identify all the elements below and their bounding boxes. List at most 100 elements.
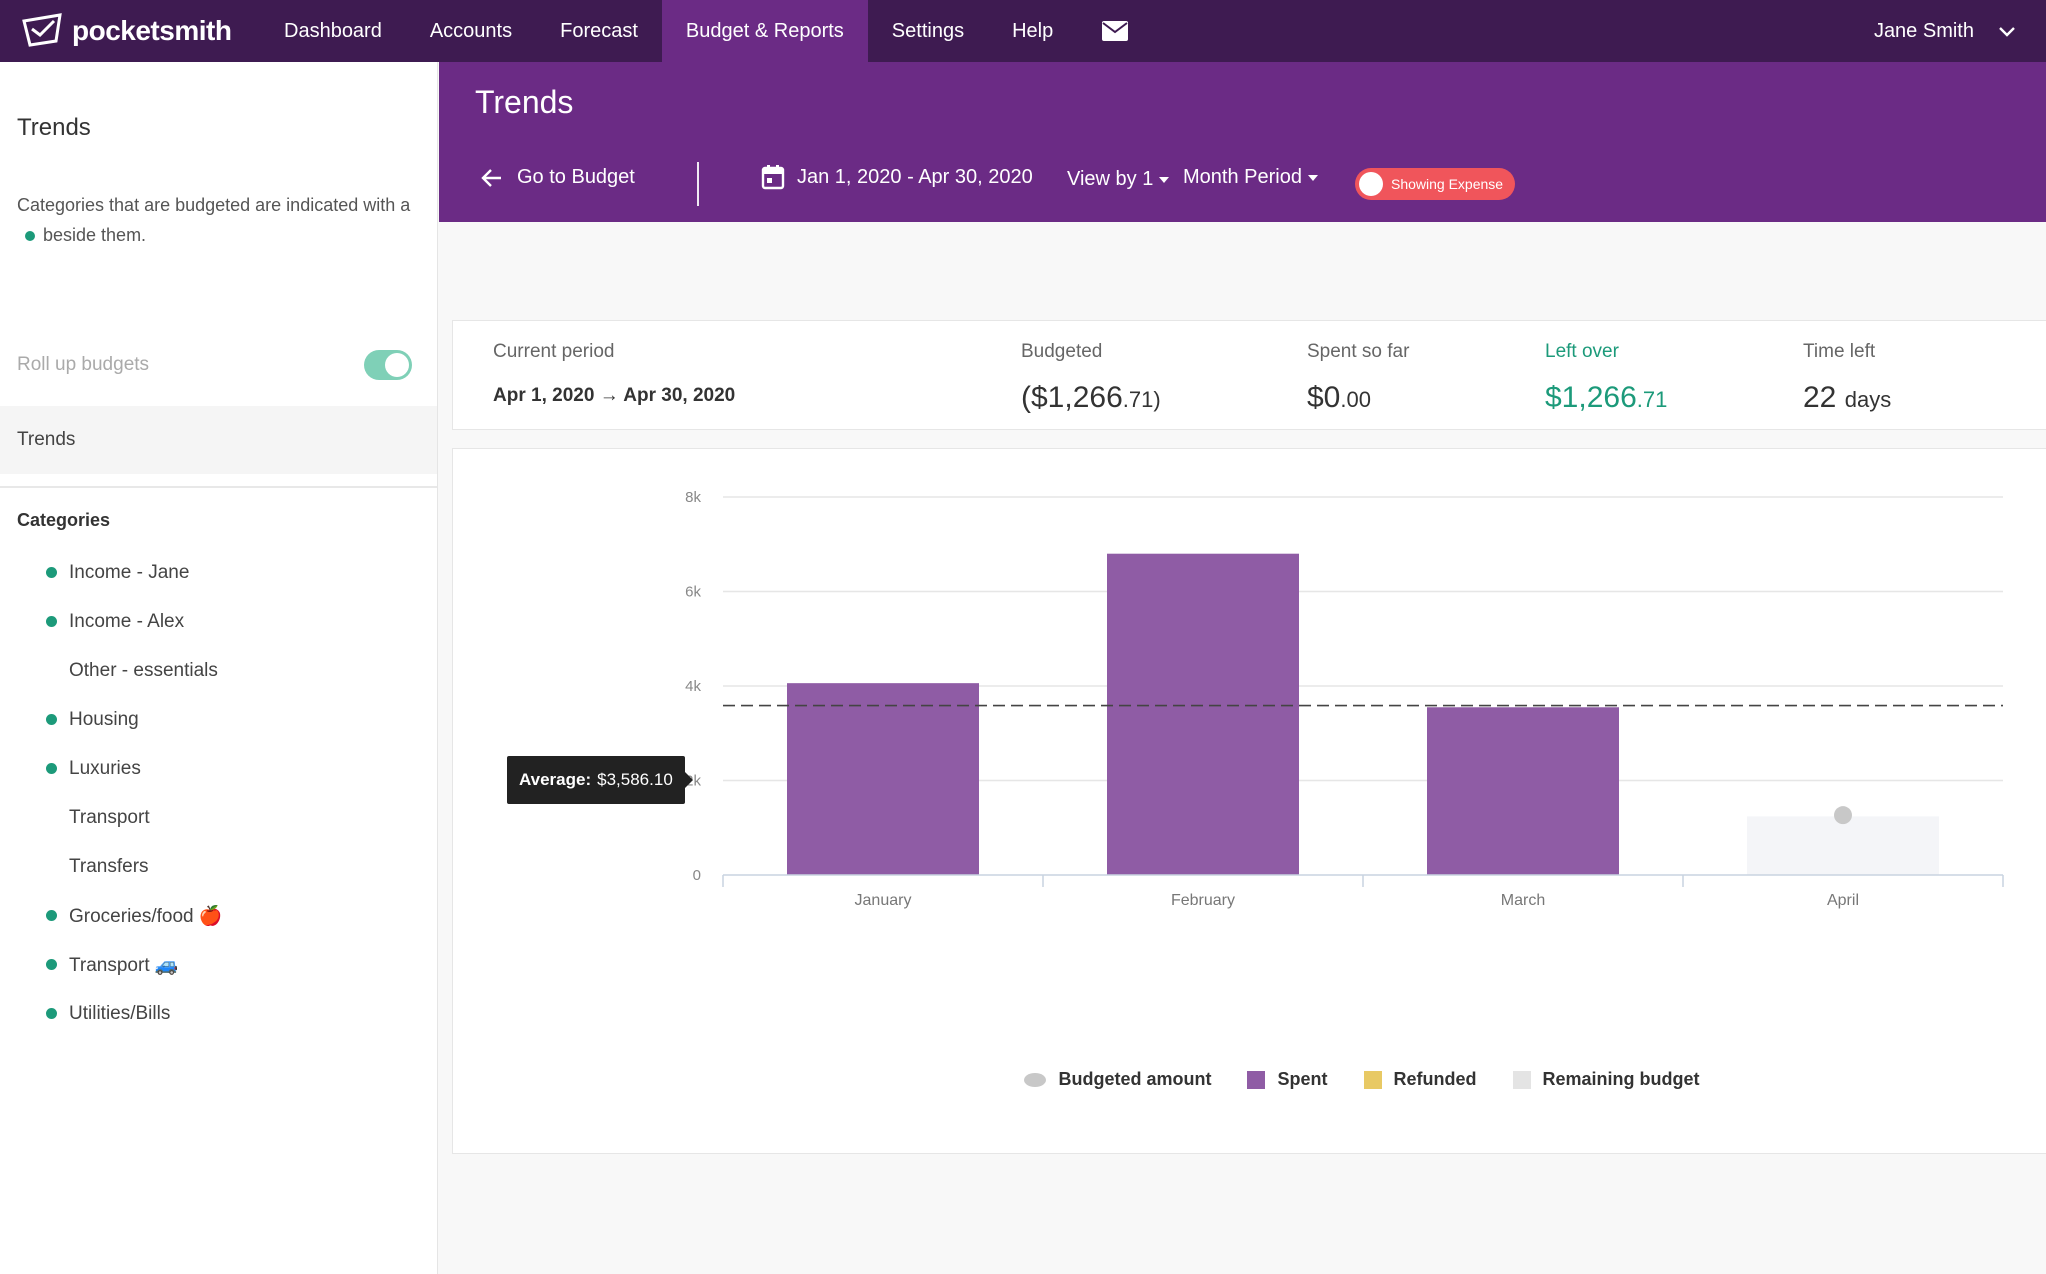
leftover-amount: $1,266	[1545, 381, 1637, 414]
date-range-text: Jan 1, 2020 - Apr 30, 2020	[797, 165, 1033, 188]
legend-item[interactable]: Remaining budget	[1512, 1069, 1700, 1090]
top-nav: pocketsmith Dashboard Accounts Forecast …	[0, 0, 2046, 62]
caret-down-icon	[1159, 176, 1170, 183]
nav-accounts[interactable]: Accounts	[429, 19, 513, 42]
average-tooltip-value: $3,586.10	[597, 770, 673, 789]
budgeted-dot-icon	[46, 714, 57, 725]
period-end: Apr 30, 2020	[623, 385, 736, 406]
category-item[interactable]: Income - Alex	[46, 597, 223, 646]
caret-down-icon	[1307, 174, 1318, 181]
category-label: Transport 🚙	[69, 954, 179, 976]
mail-button[interactable]	[1077, 0, 1153, 62]
category-item[interactable]: Groceries/food 🍎	[46, 891, 223, 940]
sidebar-desc-text: Categories that are budgeted are indicat…	[17, 195, 411, 215]
sidebar: Trends Categories that are budgeted are …	[0, 62, 438, 1274]
category-list: Income - Jane Income - Alex Other - essent…	[46, 548, 223, 1038]
nav-settings[interactable]: Settings	[891, 19, 965, 42]
period-label: Month Period	[1183, 166, 1302, 188]
time-left-number: 22	[1803, 381, 1837, 414]
trends-chart-panel: 0 2k 4k 6k 8k January February March April Avera…	[452, 448, 2046, 1154]
calendar-icon	[761, 165, 785, 190]
average-tooltip-label: Average:	[519, 770, 592, 789]
chevron-down-icon	[1999, 27, 2015, 37]
arrow-right-icon: →	[599, 385, 619, 406]
period-dropdown[interactable]: Month Period	[1183, 166, 1318, 189]
y-tick-label: 6k	[685, 584, 701, 601]
nav-help[interactable]: Help	[1012, 19, 1054, 42]
leftover-cents: .71	[1636, 387, 1668, 412]
y-tick-label: 4k	[685, 678, 701, 695]
view-by-label: View by	[1067, 168, 1137, 190]
arrow-left-icon	[481, 168, 501, 187]
spent-label: Spent so far	[1307, 341, 1410, 362]
brand-logo[interactable]: pocketsmith	[0, 0, 260, 62]
date-range-picker[interactable]: Jan 1, 2020 - Apr 30, 2020	[761, 164, 1033, 190]
category-item[interactable]: Transfers	[46, 842, 223, 891]
chart-legend: Budgeted amount Spent Refunded Remaining bu…	[453, 1069, 2046, 1090]
category-label: Housing	[69, 708, 139, 730]
brand-name: pocketsmith	[72, 15, 232, 46]
header-divider	[697, 162, 699, 206]
view-by-value: 1	[1142, 168, 1154, 190]
rollup-budgets-label: Roll up budgets	[17, 354, 150, 375]
category-item[interactable]: Housing	[46, 695, 223, 744]
spent-amount: $0	[1307, 381, 1341, 414]
category-label: Utilities/Bills	[69, 1002, 171, 1024]
x-tick-label: January	[855, 892, 912, 909]
nav-forecast[interactable]: Forecast	[560, 19, 638, 42]
showing-expense-toggle[interactable]: Showing Expense	[1355, 168, 1516, 200]
category-item[interactable]: Other - essentials	[46, 646, 223, 695]
category-item[interactable]: Luxuries	[46, 744, 223, 793]
user-menu[interactable]: Jane Smith	[1874, 0, 2016, 62]
legend-swatch	[1024, 1072, 1047, 1087]
time-left-stat: Time left 22 days	[1803, 341, 1891, 415]
dot-spacer	[46, 812, 57, 823]
page-title: Trends	[475, 84, 574, 120]
x-tick-label: March	[1501, 892, 1545, 909]
time-left-value: 22 days	[1803, 381, 1891, 415]
category-label: Luxuries	[69, 757, 141, 779]
view-by-dropdown[interactable]: View by 1	[1067, 168, 1170, 191]
category-item[interactable]: Transport	[46, 793, 223, 842]
budgeted-dot-icon	[46, 910, 57, 921]
go-to-budget-label: Go to Budget	[517, 166, 635, 188]
legend-swatch	[1247, 1070, 1266, 1089]
legend-label: Budgeted amount	[1058, 1069, 1212, 1089]
budgeted-amount: ($1,266	[1021, 381, 1123, 414]
nav-budget-reports[interactable]: Budget & Reports	[661, 0, 868, 62]
category-item[interactable]: Utilities/Bills	[46, 989, 223, 1038]
period-start: Apr 1, 2020	[493, 385, 595, 406]
rollup-budgets-row: Roll up budgets	[17, 350, 412, 380]
legend-item[interactable]: Refunded	[1363, 1069, 1477, 1090]
average-tooltip: Average: $3,586.10	[507, 756, 693, 804]
nav-dashboard[interactable]: Dashboard	[284, 19, 382, 42]
spent-bar	[1427, 707, 1619, 875]
trends-header: Trends Go to Budget Jan 1, 2020 - Apr 30…	[439, 62, 2046, 222]
sidebar-description: Categories that are budgeted are indicat…	[17, 190, 417, 250]
budgeted-dot-icon	[46, 567, 57, 578]
legend-item[interactable]: Spent	[1247, 1069, 1328, 1090]
dot-spacer	[46, 861, 57, 872]
x-tick-label: April	[1827, 892, 1859, 909]
budgeted-cents: .71)	[1122, 387, 1161, 412]
budgeted-dot-icon	[46, 763, 57, 774]
legend-item[interactable]: Budgeted amount	[1024, 1069, 1211, 1090]
budgeted-dot-icon	[46, 616, 57, 627]
category-label: Income - Jane	[69, 561, 190, 583]
spent-bar	[1107, 553, 1299, 875]
category-item[interactable]: Income - Jane	[46, 548, 223, 597]
legend-swatch	[1512, 1070, 1531, 1089]
current-period-label: Current period	[493, 341, 615, 362]
rollup-budgets-toggle[interactable]	[364, 350, 412, 380]
go-to-budget-button[interactable]: Go to Budget	[481, 166, 635, 189]
budgeted-amount-point	[1834, 806, 1852, 825]
budgeted-label: Budgeted	[1021, 341, 1103, 362]
remaining-budget-bar	[1747, 816, 1939, 875]
budgeted-dot-icon	[25, 231, 35, 242]
sidebar-item-trends[interactable]: Trends	[0, 406, 437, 474]
category-item[interactable]: Transport 🚙	[46, 940, 223, 989]
mail-icon	[1102, 21, 1129, 41]
leftover-value: $1,266.71	[1545, 381, 1667, 415]
time-left-unit: days	[1844, 387, 1892, 412]
